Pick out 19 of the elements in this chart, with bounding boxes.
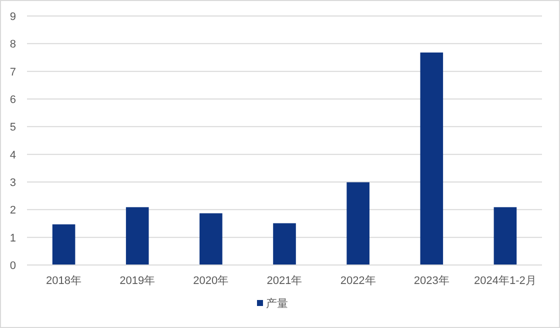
y-tick-label: 3 (10, 177, 16, 189)
y-tick-label: 6 (10, 94, 16, 106)
y-tick-label: 0 (10, 260, 16, 272)
y-tick-label: 9 (10, 11, 16, 23)
y-tick-label: 2 (10, 204, 16, 217)
y-tick-label: 8 (10, 38, 16, 51)
x-tick-label: 2022年 (340, 275, 376, 287)
x-tick-label: 2021年 (266, 275, 302, 287)
y-tick-label: 5 (10, 122, 16, 134)
x-tick-label: 2023年 (414, 275, 450, 287)
y-tick-label: 1 (10, 232, 16, 244)
x-tick-label: 2020年 (193, 275, 229, 287)
y-tick-label: 4 (10, 149, 16, 162)
x-tick-label: 2019年 (120, 275, 156, 287)
x-tick-label: 2018年 (46, 275, 82, 287)
legend-label: 产量 (266, 297, 288, 310)
legend: 产量 (257, 298, 288, 310)
y-tick-label: 7 (10, 66, 16, 78)
x-tick-label: 2024年1-2月 (474, 275, 536, 287)
